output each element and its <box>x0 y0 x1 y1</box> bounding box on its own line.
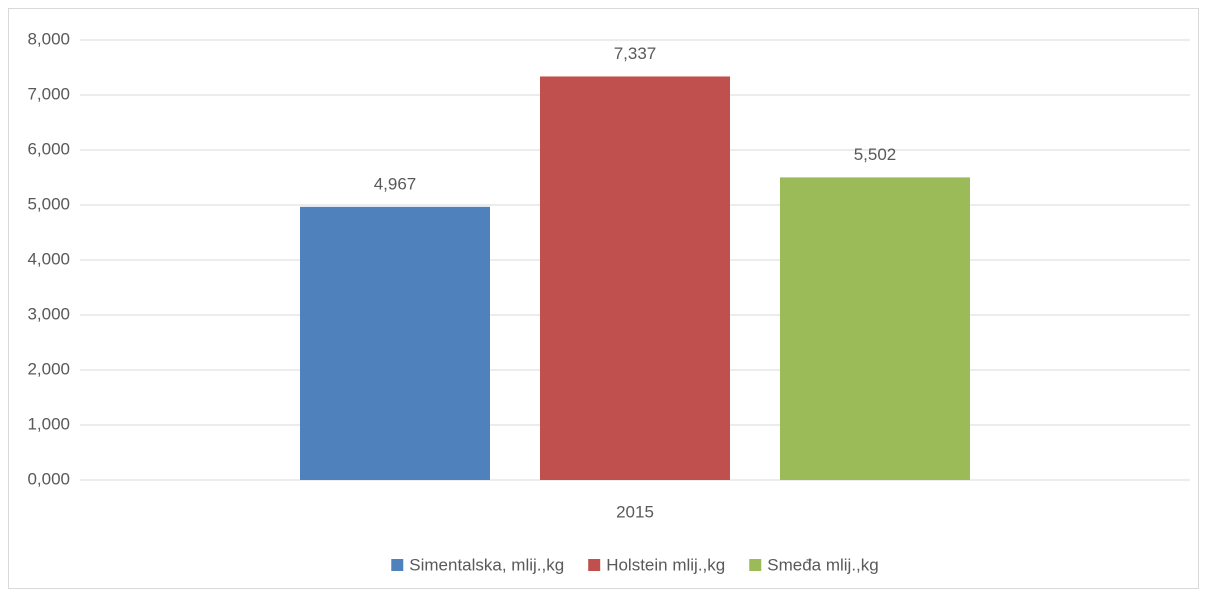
data-label: 5,502 <box>854 145 897 164</box>
legend-swatch <box>749 559 762 571</box>
y-tick-label: 4,000 <box>27 249 70 268</box>
legend-label: Smeđa mlij.,kg <box>767 555 878 574</box>
bar <box>300 206 490 480</box>
legend-label: Holstein mlij.,kg <box>606 555 725 574</box>
x-tick-label: 2015 <box>616 502 654 521</box>
bar <box>540 76 730 480</box>
y-tick-label: 5,000 <box>27 194 70 213</box>
y-tick-label: 3,000 <box>27 304 70 323</box>
data-label: 4,967 <box>374 174 417 193</box>
y-tick-label: 8,000 <box>27 29 70 48</box>
data-label: 7,337 <box>614 44 657 63</box>
y-tick-label: 1,000 <box>27 414 70 433</box>
bar <box>780 177 970 480</box>
y-tick-label: 6,000 <box>27 139 70 158</box>
legend-swatch <box>391 559 404 571</box>
y-tick-label: 7,000 <box>27 84 70 103</box>
legend-label: Simentalska, mlij.,kg <box>409 555 564 574</box>
y-tick-label: 0,000 <box>27 469 70 488</box>
legend-swatch <box>588 559 601 571</box>
y-tick-label: 2,000 <box>27 359 70 378</box>
